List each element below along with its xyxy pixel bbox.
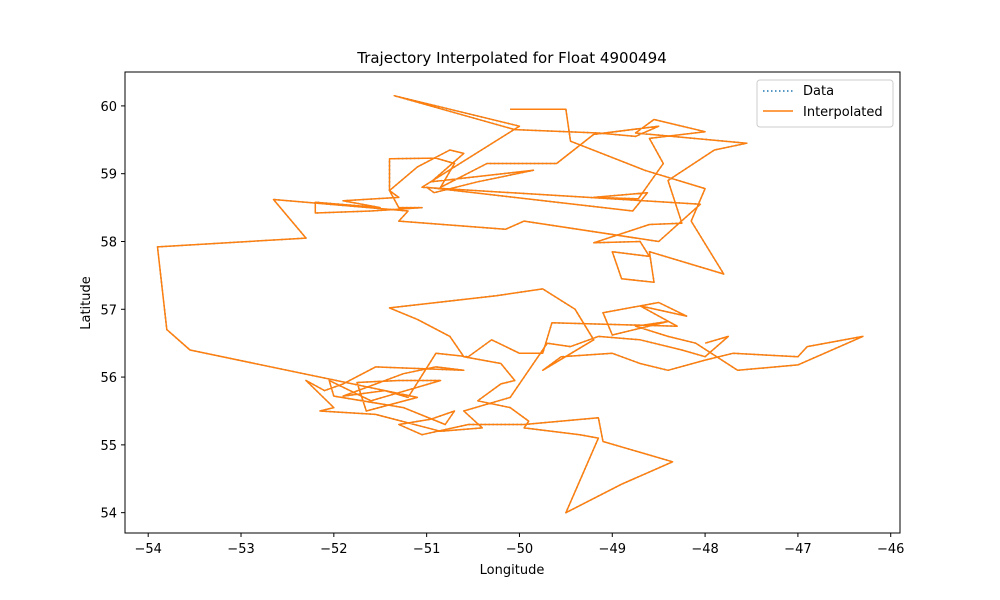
x-axis: −54 −53 −52 −51 −50 −49 −48 −47 −46 (134, 533, 904, 557)
series-line-interpolated (156, 94, 864, 514)
x-tick-label: −54 (134, 542, 161, 557)
y-tick-label: 55 (100, 439, 117, 454)
series-line-data (156, 94, 864, 514)
x-tick-label: −46 (877, 542, 904, 557)
y-axis: 54 55 56 57 58 59 60 (100, 100, 125, 522)
y-tick-label: 59 (100, 168, 117, 183)
y-tick-label: 57 (100, 303, 117, 318)
y-axis-label: Latitude (79, 276, 94, 330)
series-layer (156, 94, 864, 514)
x-tick-label: −48 (691, 542, 718, 557)
x-tick-label: −52 (320, 542, 347, 557)
x-tick-label: −47 (784, 542, 811, 557)
legend-label-interpolated: Interpolated (803, 105, 883, 120)
y-tick-label: 56 (100, 371, 117, 386)
y-tick-label: 60 (100, 100, 117, 115)
legend-label-data: Data (803, 84, 834, 99)
x-tick-label: −53 (227, 542, 254, 557)
y-tick-label: 54 (100, 507, 117, 522)
x-tick-label: −49 (599, 542, 626, 557)
axes-frame (124, 71, 901, 534)
legend: Data Interpolated (756, 79, 894, 128)
y-tick-label: 58 (100, 235, 117, 250)
chart-title: Trajectory Interpolated for Float 490049… (356, 49, 667, 67)
x-tick-label: −50 (506, 542, 533, 557)
plot-area (156, 94, 864, 514)
x-tick-label: −51 (413, 542, 440, 557)
x-axis-label: Longitude (480, 563, 545, 578)
